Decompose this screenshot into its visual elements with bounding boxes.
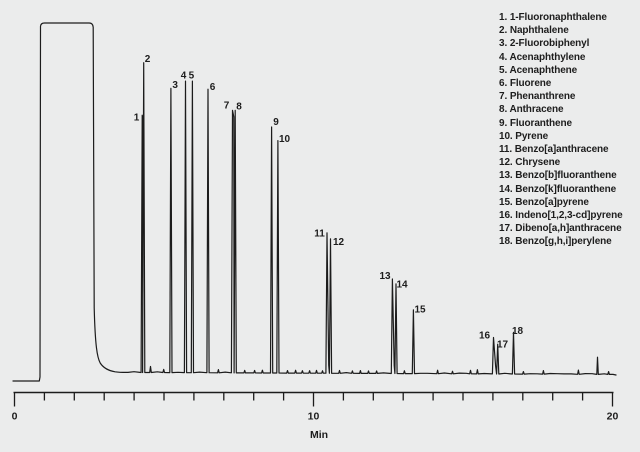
legend-item: 1. 1-Fluoronaphthalene: [499, 12, 607, 23]
peak-label-15: 15: [414, 304, 426, 315]
legend-item: 18. Benzo[g,h,i]perylene: [499, 236, 612, 248]
x-axis: 0 10 20: [12, 391, 619, 423]
legend-item: 5. Acenaphthene: [499, 64, 578, 76]
legend-item: 13. Benzo[b]fluoranthene: [499, 170, 617, 182]
legend-item: 4. Acenaphthylene: [499, 51, 586, 63]
x-tick-label: 0: [12, 411, 18, 423]
legend-item: 6. Fluorene: [499, 78, 552, 90]
peak-label-2: 2: [145, 54, 151, 65]
x-tick-label: 20: [607, 411, 619, 423]
peak-label-14: 14: [396, 279, 408, 290]
x-tick-label: 10: [308, 411, 320, 423]
legend-item: 17. Dibeno[a,h]anthracene: [499, 223, 622, 235]
legend-item: 10. Pyrene: [499, 130, 549, 142]
peak-label-10: 10: [279, 134, 291, 145]
legend-item: 9. Fluoranthene: [499, 117, 572, 129]
peak-label-18: 18: [512, 326, 524, 337]
legend-item: 11. Benzo[a]anthracene: [499, 144, 609, 156]
peak-label-16: 16: [479, 331, 491, 342]
peak-label-12: 12: [333, 237, 345, 248]
peak-label-3: 3: [172, 80, 178, 91]
legend-item: 15. Benzo[a]pyrene: [499, 196, 589, 208]
peak-label-7: 7: [224, 100, 230, 111]
peak-label-6: 6: [210, 82, 216, 93]
peak-label-8: 8: [236, 101, 242, 112]
peak-label-17: 17: [497, 340, 509, 351]
legend-item: 12. Chrysene: [499, 157, 561, 169]
peak-label-13: 13: [379, 271, 391, 282]
x-axis-title: Min: [309, 429, 329, 441]
peak-label-9: 9: [273, 117, 279, 128]
legend-item: 7. Phenanthrene: [499, 91, 576, 103]
legend-item: 16. Indeno[1,2,3-cd]pyrene: [499, 210, 623, 222]
legend-item: 3. 2-Fluorobiphenyl: [499, 38, 590, 50]
peak-label-11: 11: [314, 228, 325, 239]
peak-label-1: 1: [134, 113, 140, 124]
peak-label-5: 5: [189, 71, 195, 82]
legend-item: 2. Naphthalene: [499, 25, 569, 37]
peak-label-4: 4: [181, 71, 187, 82]
chromatogram-trace: [12, 22, 617, 382]
compound-legend: 1. 1-Fluoronaphthalene 2. Naphthalene 3. 2…: [499, 11, 639, 249]
legend-item: 14. Benzo[k]fluoranthene: [499, 183, 617, 195]
legend-item: 8. Anthracene: [499, 104, 564, 116]
